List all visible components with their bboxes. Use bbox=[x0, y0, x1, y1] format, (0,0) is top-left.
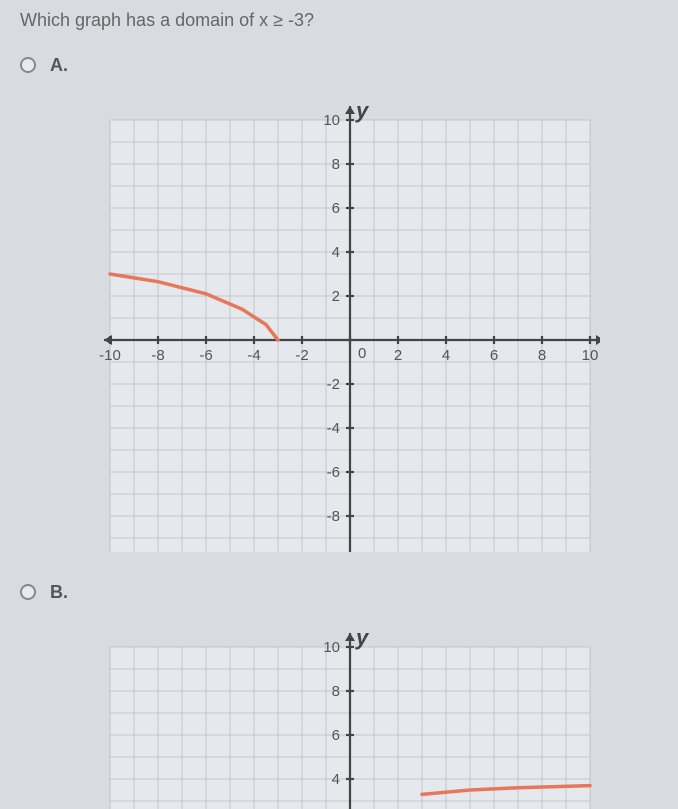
svg-text:0: 0 bbox=[358, 345, 366, 362]
svg-text:-4: -4 bbox=[327, 420, 340, 437]
svg-text:-10: -10 bbox=[99, 347, 121, 364]
option-a-row: A. bbox=[20, 55, 658, 76]
svg-text:y: y bbox=[355, 98, 370, 123]
option-b-row: B. bbox=[20, 582, 658, 603]
chart-a: -10-8-6-4-2246810246810-2-4-6-8-100yx bbox=[80, 92, 658, 552]
svg-text:2: 2 bbox=[332, 288, 340, 305]
question-text: Which graph has a domain of x ≥ -3? bbox=[20, 10, 658, 31]
svg-text:-6: -6 bbox=[199, 347, 212, 364]
svg-text:8: 8 bbox=[538, 347, 546, 364]
svg-text:-4: -4 bbox=[247, 347, 260, 364]
svg-text:y: y bbox=[355, 625, 370, 650]
option-b-label: B. bbox=[50, 582, 68, 603]
svg-text:10: 10 bbox=[323, 639, 340, 656]
svg-text:-8: -8 bbox=[327, 508, 340, 525]
svg-text:8: 8 bbox=[332, 683, 340, 700]
svg-text:6: 6 bbox=[490, 347, 498, 364]
radio-option-b[interactable] bbox=[20, 584, 36, 600]
svg-text:4: 4 bbox=[332, 244, 340, 261]
svg-text:6: 6 bbox=[332, 727, 340, 744]
option-a-label: A. bbox=[50, 55, 68, 76]
svg-text:2: 2 bbox=[394, 347, 402, 364]
svg-text:-2: -2 bbox=[327, 376, 340, 393]
svg-text:8: 8 bbox=[332, 156, 340, 173]
svg-text:10: 10 bbox=[582, 347, 599, 364]
radio-option-a[interactable] bbox=[20, 57, 36, 73]
svg-text:10: 10 bbox=[323, 112, 340, 129]
svg-text:4: 4 bbox=[332, 771, 340, 788]
svg-text:-2: -2 bbox=[295, 347, 308, 364]
svg-text:-6: -6 bbox=[327, 464, 340, 481]
chart-b: 10 8 6 4 y bbox=[80, 619, 658, 809]
svg-text:-8: -8 bbox=[151, 347, 164, 364]
svg-text:6: 6 bbox=[332, 200, 340, 217]
svg-text:4: 4 bbox=[442, 347, 450, 364]
